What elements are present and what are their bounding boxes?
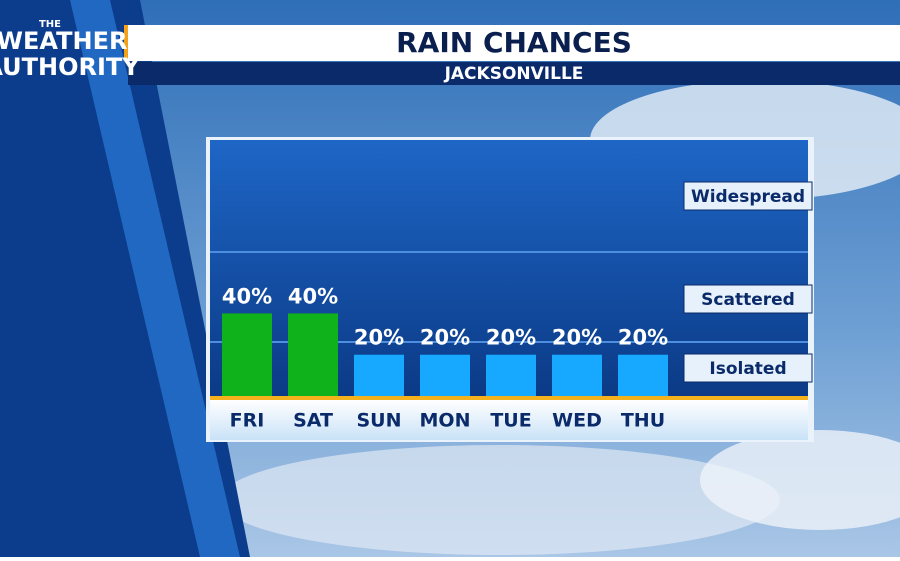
x-tick-label: THU xyxy=(621,410,665,432)
band-label-box xyxy=(683,181,813,211)
value-label: 20% xyxy=(486,326,536,350)
bar xyxy=(288,313,338,396)
x-tick-label: MON xyxy=(420,410,471,432)
value-label: 20% xyxy=(354,326,404,350)
x-tick-label: SUN xyxy=(356,410,401,432)
x-tick-label: FRI xyxy=(230,410,265,432)
bar xyxy=(618,354,668,396)
bar xyxy=(222,313,272,396)
logo-text: AUTHORITY xyxy=(0,53,140,81)
cloud xyxy=(220,445,780,555)
title-accent xyxy=(124,25,128,61)
value-label: 20% xyxy=(420,326,470,350)
x-tick-label: SAT xyxy=(293,410,333,432)
title: RAIN CHANCES xyxy=(396,26,632,59)
label-strip xyxy=(210,400,808,440)
band-label-box xyxy=(683,284,813,314)
value-label: 40% xyxy=(222,284,272,308)
x-tick-label: WED xyxy=(552,410,602,432)
value-label: 40% xyxy=(288,284,338,308)
subtitle: JACKSONVILLE xyxy=(444,64,584,84)
baseline xyxy=(210,396,808,400)
cloud xyxy=(700,430,900,530)
band-label: Widespread xyxy=(691,187,805,207)
bar xyxy=(486,354,536,396)
value-label: 20% xyxy=(552,326,602,350)
logo-text: WEATHER xyxy=(0,27,127,55)
bar xyxy=(354,354,404,396)
x-tick-label: TUE xyxy=(490,410,531,432)
band-label-box xyxy=(683,353,813,383)
bar xyxy=(420,354,470,396)
value-label: 20% xyxy=(618,326,668,350)
subtitle-bar xyxy=(128,62,900,85)
side-stripe xyxy=(70,0,240,557)
logo-text: THE xyxy=(39,19,61,30)
bar xyxy=(552,354,602,396)
title-bar xyxy=(128,25,900,61)
band-label: Scattered xyxy=(701,290,795,310)
band-label: Isolated xyxy=(709,359,786,379)
